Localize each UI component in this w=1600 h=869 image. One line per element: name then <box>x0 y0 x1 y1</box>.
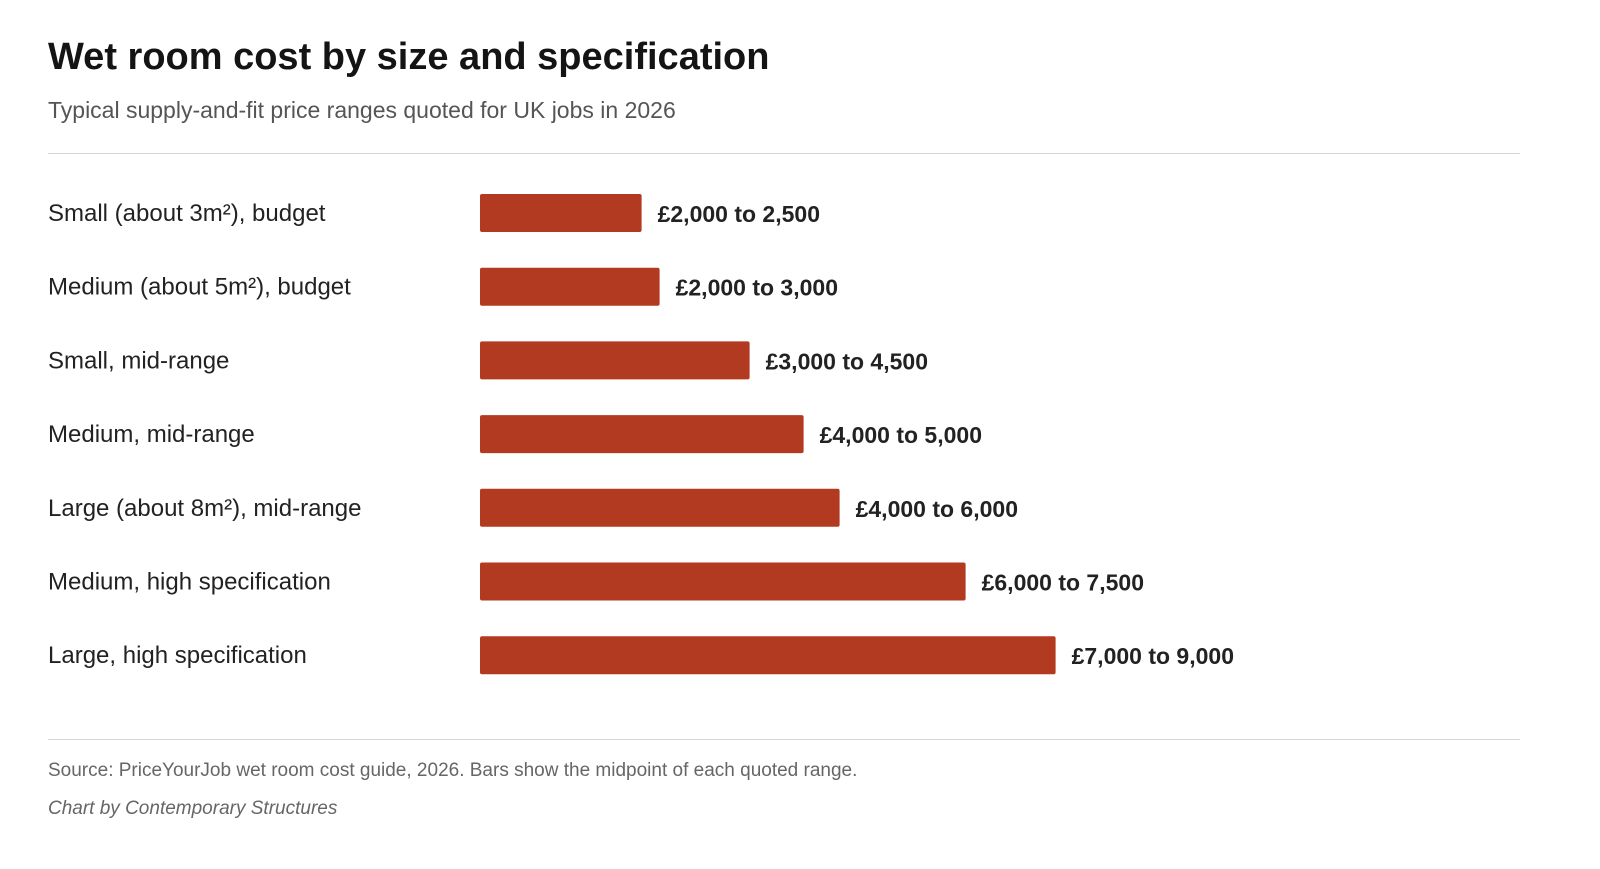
bottom-divider <box>48 739 1520 740</box>
category-label: Small (about 3m²), budget <box>48 200 326 227</box>
bar <box>480 636 1056 675</box>
category-label: Medium, high specification <box>48 569 331 596</box>
value-label: £4,000 to 6,000 <box>856 496 1018 522</box>
bar <box>480 562 966 601</box>
category-label: Small, mid-range <box>48 347 229 374</box>
bar <box>480 488 840 527</box>
bar <box>480 267 660 306</box>
category-label: Medium, mid-range <box>48 421 255 448</box>
value-label: £4,000 to 5,000 <box>820 422 982 448</box>
chart-title: Wet room cost by size and specification <box>48 36 770 78</box>
category-label: Large, high specification <box>48 642 307 669</box>
bar <box>480 415 804 454</box>
chart-subtitle: Typical supply-and-fit price ranges quot… <box>48 97 676 123</box>
source-note: Source: PriceYourJob wet room cost guide… <box>48 760 858 781</box>
chart-credit: Chart by Contemporary Structures <box>48 798 338 819</box>
bar <box>480 194 642 232</box>
value-label: £2,000 to 3,000 <box>676 275 838 301</box>
top-divider <box>48 153 1520 154</box>
value-label: £7,000 to 9,000 <box>1072 643 1234 669</box>
value-label: £3,000 to 4,500 <box>766 348 928 374</box>
bar <box>480 341 750 380</box>
value-label: £2,000 to 2,500 <box>658 201 820 227</box>
category-label: Large (about 8m²), mid-range <box>48 495 361 522</box>
value-label: £6,000 to 7,500 <box>982 570 1144 596</box>
category-label: Medium (about 5m²), budget <box>48 274 351 301</box>
